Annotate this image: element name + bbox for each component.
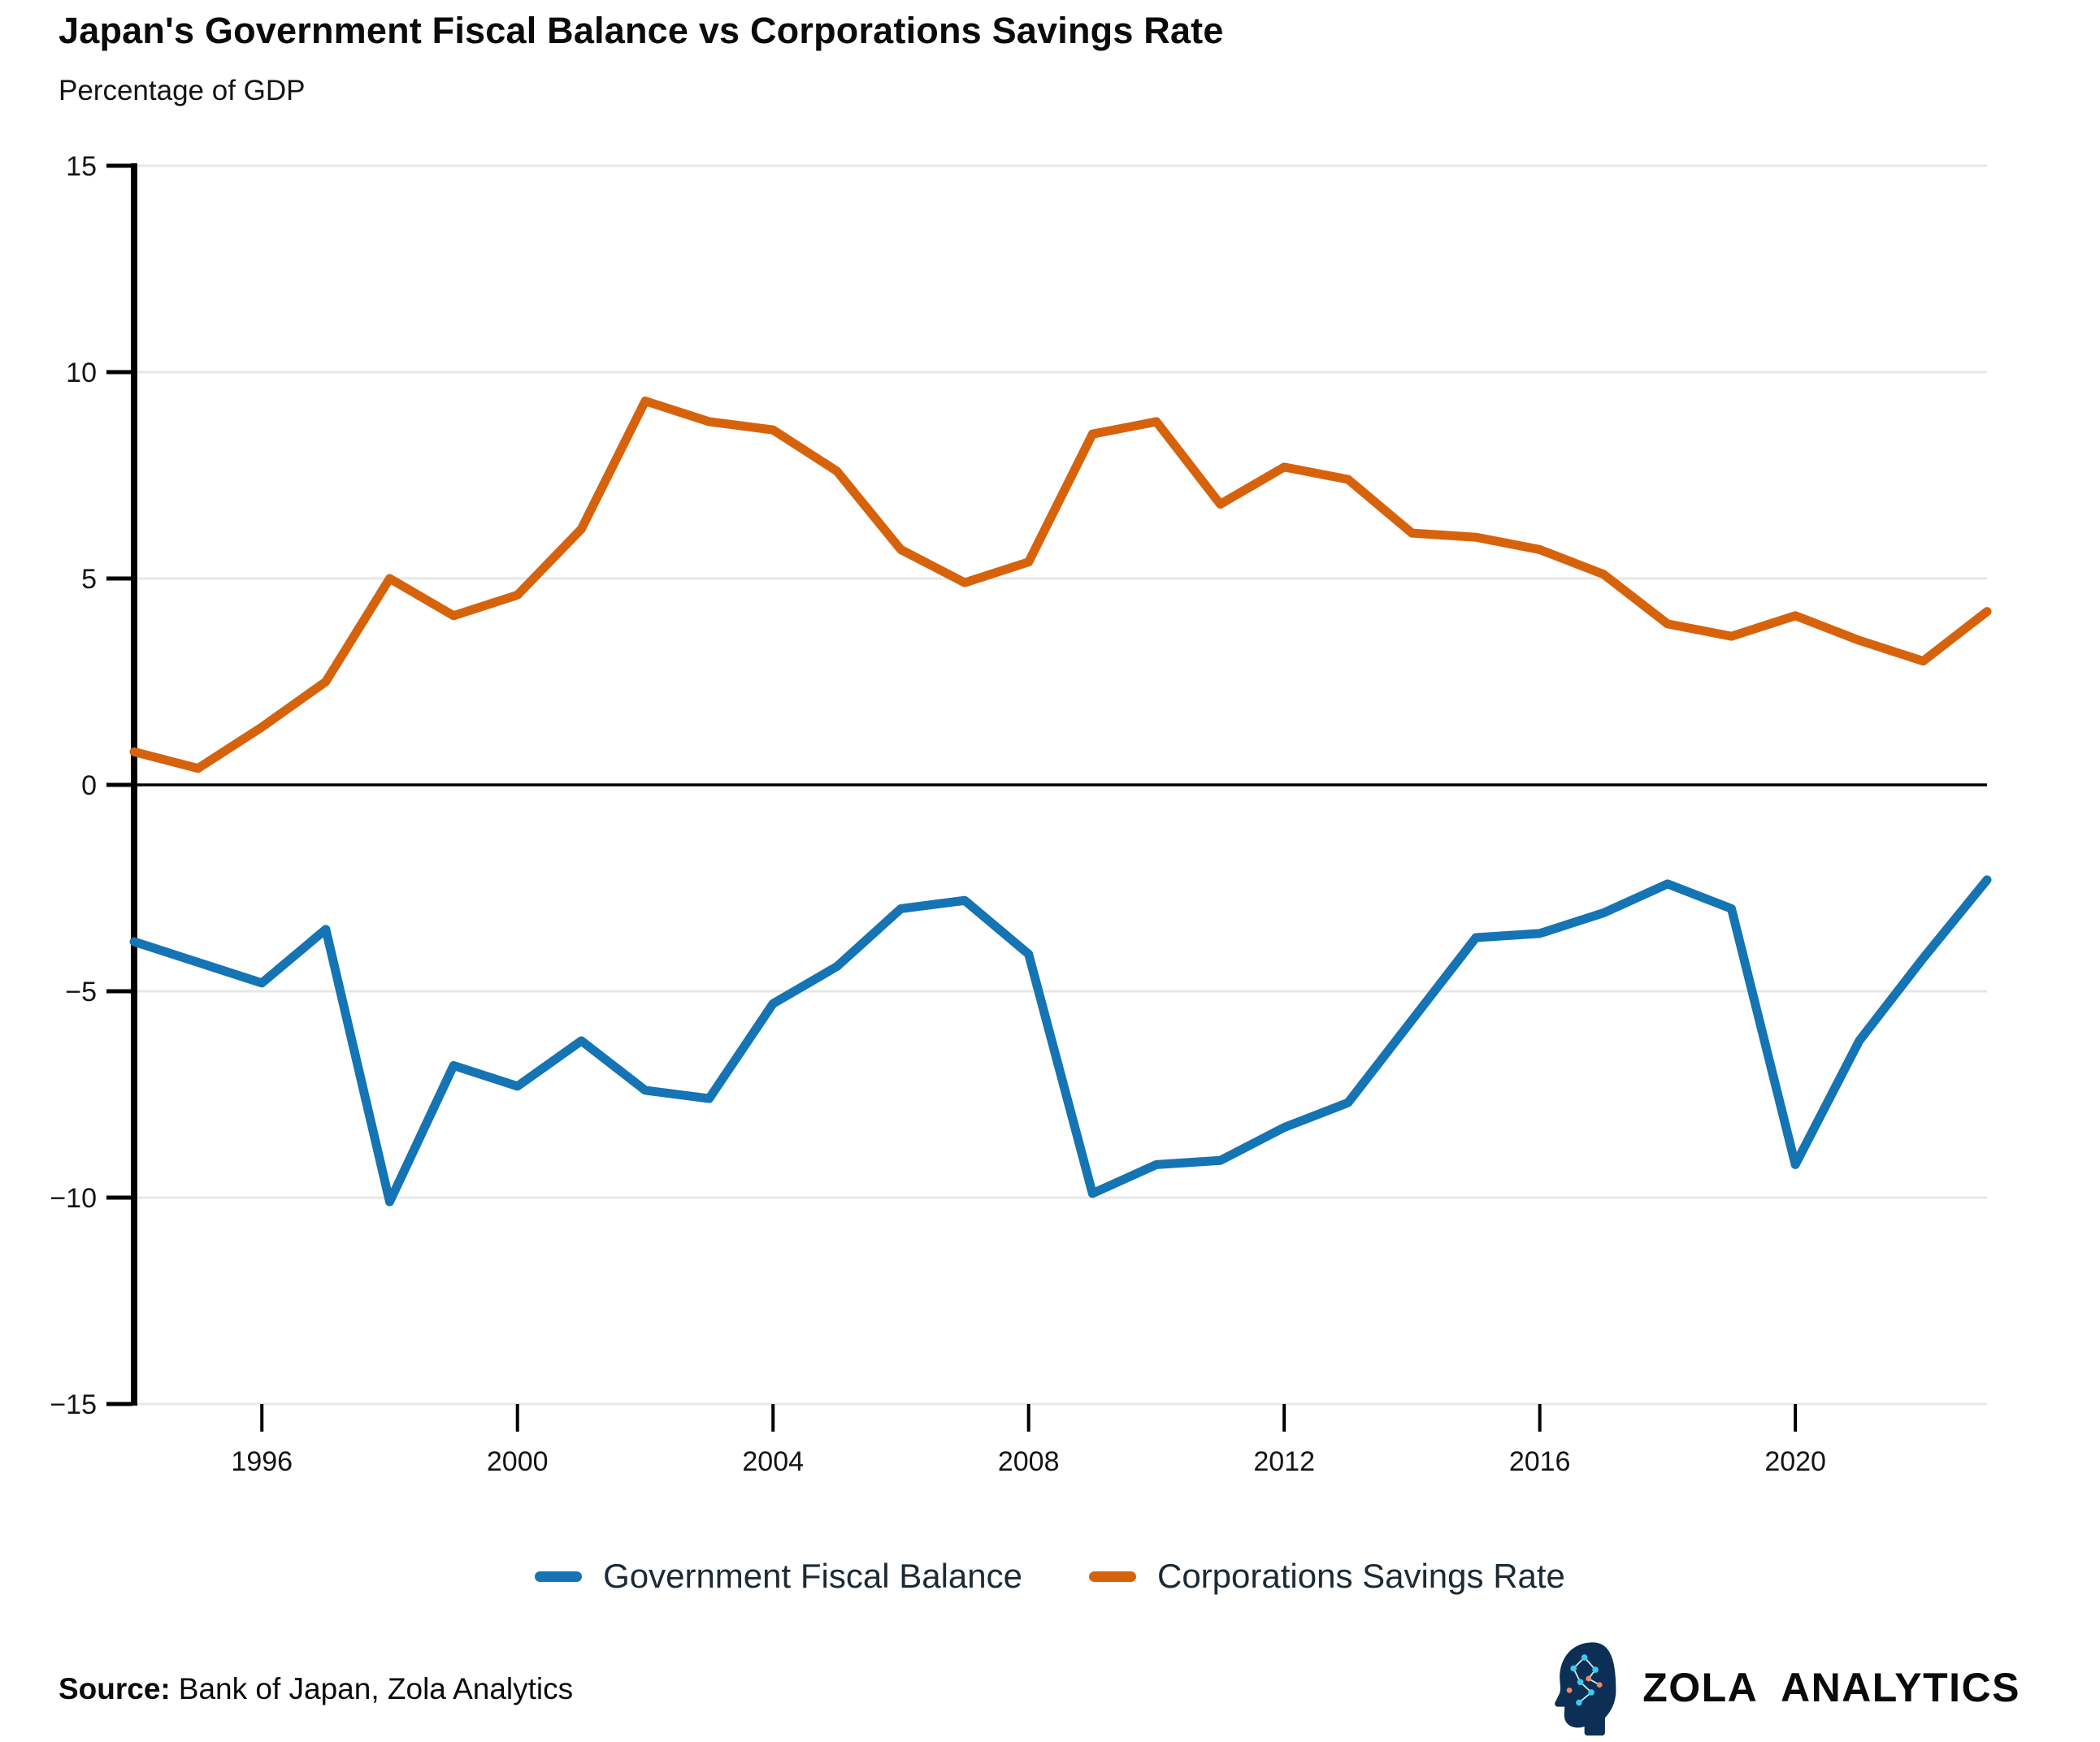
x-tick-label: 2004 [742,1446,804,1477]
chart-subtitle: Percentage of GDP [59,75,306,106]
chart-legend: Government Fiscal Balance Corporations S… [0,1557,2100,1596]
chart-title: Japan's Government Fiscal Balance vs Cor… [59,10,1224,51]
x-tick-label: 1996 [231,1446,293,1477]
logo-head-silhouette [1555,1642,1616,1736]
zola-logo-head-icon [1555,1642,1616,1736]
legend-item-government-fiscal-balance: Government Fiscal Balance [535,1557,1022,1596]
x-tick-label: 2016 [1509,1446,1571,1477]
series-line-government-fiscal-balance [129,875,1992,1207]
y-tick-label: −10 [50,1183,97,1214]
legend-label: Government Fiscal Balance [603,1557,1022,1595]
y-tick-label: −15 [50,1389,97,1420]
x-tick-label: 2008 [998,1446,1060,1477]
y-tick-label: 15 [66,151,97,182]
source-note: Source: Bank of Japan, Zola Analytics [59,1672,573,1706]
x-tick-label: 2020 [1764,1446,1826,1477]
x-tick-label: 2012 [1253,1446,1315,1477]
source-text: Bank of Japan, Zola Analytics [178,1672,574,1705]
legend-item-corporations-savings-rate: Corporations Savings Rate [1088,1557,1565,1596]
legend-label: Corporations Savings Rate [1156,1557,1565,1595]
y-tick-label: −5 [65,977,97,1008]
series-line-corporations-savings-rate [129,396,1992,774]
logo-circuit-traces [1573,1657,1600,1704]
y-tick-label: 10 [66,358,97,388]
x-tick-label: 2000 [487,1446,549,1477]
y-tick-label: 0 [81,770,97,801]
logo-circuit-nodes-orange [1566,1675,1603,1693]
logo-text: ZOLA ANALYTICS [1642,1665,2020,1710]
gov-balance-swatch-icon [535,1571,583,1582]
y-tick-label: 5 [81,564,97,595]
zola-analytics-logo: ZOLA ANALYTICS [1551,1640,2020,1736]
logo-circuit-nodes-cyan [1570,1654,1599,1706]
corp-savings-swatch-icon [1088,1571,1136,1582]
source-label: Source: [59,1672,171,1705]
